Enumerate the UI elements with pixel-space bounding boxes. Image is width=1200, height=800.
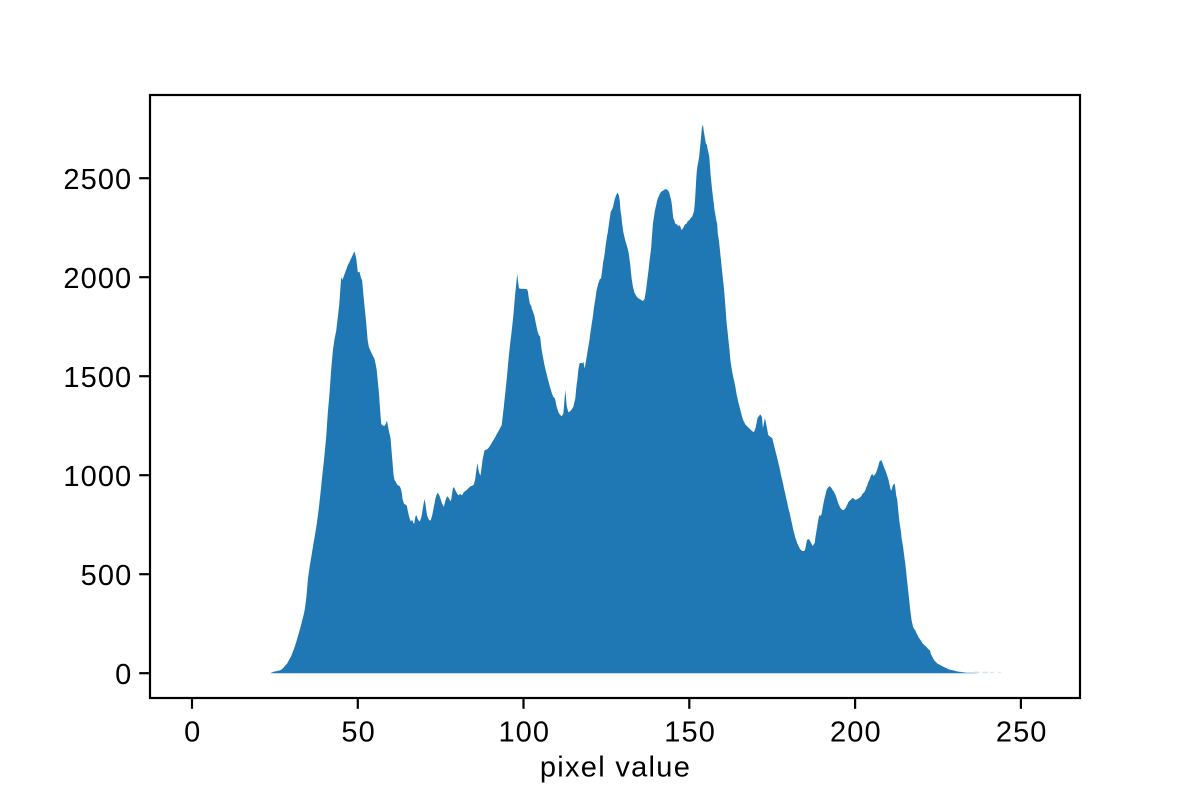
svg-text:200: 200 <box>830 716 882 748</box>
svg-text:2000: 2000 <box>63 263 132 295</box>
svg-text:100: 100 <box>498 716 550 748</box>
svg-text:2500: 2500 <box>63 164 132 196</box>
svg-text:0: 0 <box>115 659 132 691</box>
svg-text:1500: 1500 <box>63 362 132 394</box>
svg-text:250: 250 <box>996 716 1048 748</box>
svg-text:150: 150 <box>664 716 716 748</box>
svg-text:1000: 1000 <box>63 461 132 493</box>
svg-text:50: 50 <box>341 716 375 748</box>
svg-text:0: 0 <box>184 716 201 748</box>
svg-text:pixel value: pixel value <box>540 752 691 784</box>
svg-text:500: 500 <box>81 560 133 592</box>
